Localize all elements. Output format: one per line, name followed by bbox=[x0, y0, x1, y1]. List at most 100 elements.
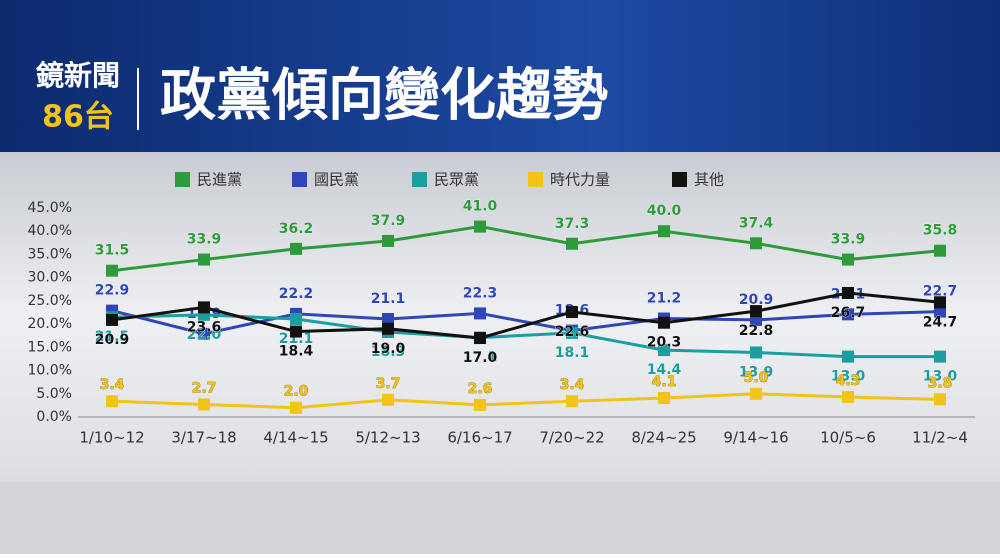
point bbox=[750, 387, 762, 400]
value-label: 22.2 bbox=[279, 286, 314, 302]
point bbox=[658, 391, 670, 404]
footer-bg bbox=[0, 482, 1000, 554]
point bbox=[934, 296, 946, 309]
series-line bbox=[111, 225, 941, 273]
value-label: 17.0 bbox=[463, 350, 498, 366]
value-label: 4.3 bbox=[836, 373, 861, 389]
legend-swatch bbox=[672, 172, 687, 187]
logo-line2: 86台 bbox=[42, 100, 114, 135]
point bbox=[566, 237, 578, 250]
point bbox=[934, 305, 946, 318]
value-label: 40.0 bbox=[647, 203, 682, 219]
point bbox=[658, 316, 670, 329]
value-label: 22.6 bbox=[555, 324, 590, 340]
point bbox=[106, 264, 118, 277]
value-label: 31.5 bbox=[95, 243, 130, 259]
value-label: 22.9 bbox=[95, 283, 130, 299]
value-label: 37.4 bbox=[739, 215, 774, 231]
y-tick-label: 15.0% bbox=[28, 339, 72, 355]
point bbox=[934, 350, 946, 363]
point bbox=[382, 234, 394, 247]
value-label: 2.7 bbox=[192, 380, 217, 396]
legend-label: 時代力量 bbox=[550, 171, 610, 189]
y-tick-label: 0.0% bbox=[36, 409, 72, 425]
point bbox=[474, 398, 486, 411]
y-tick-label: 30.0% bbox=[28, 270, 72, 286]
point bbox=[566, 306, 578, 319]
value-label: 2.0 bbox=[284, 384, 309, 400]
value-label: 20.9 bbox=[95, 332, 130, 348]
point bbox=[750, 346, 762, 359]
y-tick-label: 45.0% bbox=[28, 200, 72, 216]
legend-swatch bbox=[412, 172, 427, 187]
legend-swatch bbox=[292, 172, 307, 187]
series-line bbox=[111, 309, 941, 336]
x-tick-label: 8/24~25 bbox=[631, 429, 696, 447]
point bbox=[658, 344, 670, 357]
x-tick-label: 9/14~16 bbox=[723, 429, 788, 447]
point bbox=[934, 244, 946, 257]
point bbox=[934, 393, 946, 406]
point bbox=[106, 395, 118, 408]
value-label: 37.9 bbox=[371, 213, 406, 229]
value-label: 21.5 bbox=[95, 329, 130, 345]
value-label: 3.4 bbox=[100, 377, 125, 393]
value-label: 33.9 bbox=[187, 232, 222, 248]
value-label: 41.0 bbox=[463, 199, 498, 215]
y-tick-label: 10.0% bbox=[28, 363, 72, 379]
legend-label: 民眾黨 bbox=[434, 171, 479, 189]
point bbox=[842, 253, 854, 266]
point bbox=[290, 242, 302, 255]
point bbox=[290, 325, 302, 338]
legend-label: 國民黨 bbox=[314, 171, 359, 189]
point bbox=[658, 225, 670, 238]
series-line bbox=[111, 392, 941, 410]
point bbox=[566, 326, 578, 339]
y-tick-label: 20.0% bbox=[28, 316, 72, 332]
point bbox=[474, 307, 486, 320]
value-label: 17.1 bbox=[463, 350, 498, 366]
value-label: 37.3 bbox=[555, 216, 590, 232]
x-tick-label: 5/12~13 bbox=[355, 429, 420, 447]
legend-swatch bbox=[528, 172, 543, 187]
value-label: 4.1 bbox=[652, 374, 677, 390]
legend-label: 其他 bbox=[694, 171, 724, 189]
x-tick-label: 4/14~15 bbox=[263, 429, 328, 447]
point bbox=[382, 313, 394, 326]
point bbox=[750, 305, 762, 318]
series-line bbox=[111, 313, 940, 359]
point bbox=[842, 308, 854, 321]
point bbox=[198, 253, 210, 266]
value-label: 3.8 bbox=[928, 375, 953, 391]
point bbox=[474, 220, 486, 233]
x-tick-label: 1/10~12 bbox=[79, 429, 144, 447]
point bbox=[842, 286, 854, 299]
x-tick-label: 6/16~17 bbox=[447, 429, 512, 447]
point bbox=[382, 322, 394, 335]
value-label: 22.8 bbox=[739, 323, 774, 339]
value-label: 33.9 bbox=[831, 232, 866, 248]
x-tick-label: 7/20~22 bbox=[539, 429, 604, 447]
point bbox=[198, 327, 210, 340]
point bbox=[198, 398, 210, 411]
value-label: 26.7 bbox=[831, 305, 866, 321]
x-tick-label: 10/5~6 bbox=[820, 429, 876, 447]
value-label: 21.1 bbox=[279, 331, 314, 347]
value-label: 18.4 bbox=[279, 344, 314, 360]
value-label: 21.1 bbox=[371, 291, 406, 307]
y-tick-label: 5.0% bbox=[36, 386, 72, 402]
point bbox=[750, 237, 762, 250]
y-tick-label: 35.0% bbox=[28, 246, 72, 262]
value-label: 13.0 bbox=[923, 369, 958, 385]
value-label: 36.2 bbox=[279, 221, 314, 237]
value-label: 3.7 bbox=[376, 376, 401, 392]
chart-title: 政黨傾向變化趨勢 bbox=[160, 63, 608, 129]
y-tick-label: 25.0% bbox=[28, 293, 72, 309]
value-label: 5.0 bbox=[744, 370, 769, 386]
value-label: 18.1 bbox=[555, 345, 590, 361]
point bbox=[474, 332, 486, 345]
value-label: 21.2 bbox=[647, 291, 682, 307]
point bbox=[382, 393, 394, 406]
value-label: 35.8 bbox=[923, 223, 958, 239]
value-label: 13.9 bbox=[739, 364, 774, 380]
